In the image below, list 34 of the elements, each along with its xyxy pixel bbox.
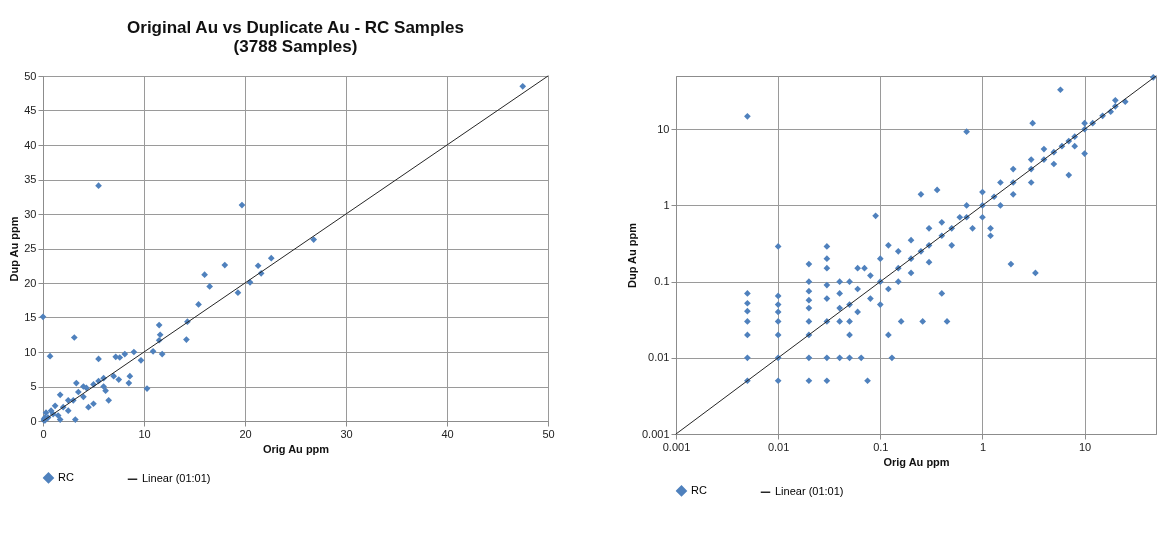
y-tick-label: 5	[30, 380, 37, 392]
x-tick-label: 50	[542, 427, 555, 440]
y-axis-title: Dup Au ppm	[625, 222, 638, 288]
x-tick-label: 10	[138, 427, 151, 440]
y-tick-label: 1	[663, 198, 670, 211]
legend-label: Linear (01:01)	[142, 472, 211, 485]
x-tick-label: 0	[40, 427, 47, 440]
legend-label: Linear (01:01)	[775, 485, 844, 498]
legend-label: RC	[691, 483, 707, 496]
y-tick-label: 45	[24, 104, 37, 116]
y-tick-label: 30	[24, 207, 37, 220]
legend-label: RC	[58, 470, 74, 483]
y-tick-label: 0.01	[648, 351, 670, 364]
y-axis-title: Dup Au ppm	[8, 216, 21, 282]
chart-title: Original Au vs Duplicate Au - RC Samples (3788 Samples)	[127, 18, 464, 56]
x-tick-label: 1	[979, 440, 987, 453]
x-tick-label: 0.1	[873, 440, 889, 453]
x-tick-label: 0.01	[767, 440, 790, 453]
y-tick-label: 50	[24, 69, 37, 82]
x-tick-label: 30	[340, 427, 353, 440]
y-tick-label: 40	[24, 138, 37, 151]
y-tick-label: 15	[24, 311, 37, 323]
x-tick-label: 10	[1078, 440, 1092, 453]
x-axis-title: Orig Au ppm	[262, 442, 330, 455]
y-tick-label: 0	[30, 414, 37, 427]
y-tick-label: 0.1	[654, 275, 670, 288]
y-tick-label: 35	[24, 173, 37, 185]
x-tick-label: 20	[239, 427, 252, 440]
x-tick-label: 40	[441, 427, 454, 440]
y-tick-label: 10	[657, 122, 670, 135]
y-tick-label: 20	[24, 276, 37, 289]
y-tick-label: 25	[24, 242, 37, 254]
x-axis-title: Orig Au ppm	[883, 455, 950, 468]
y-tick-label: 10	[24, 345, 37, 358]
